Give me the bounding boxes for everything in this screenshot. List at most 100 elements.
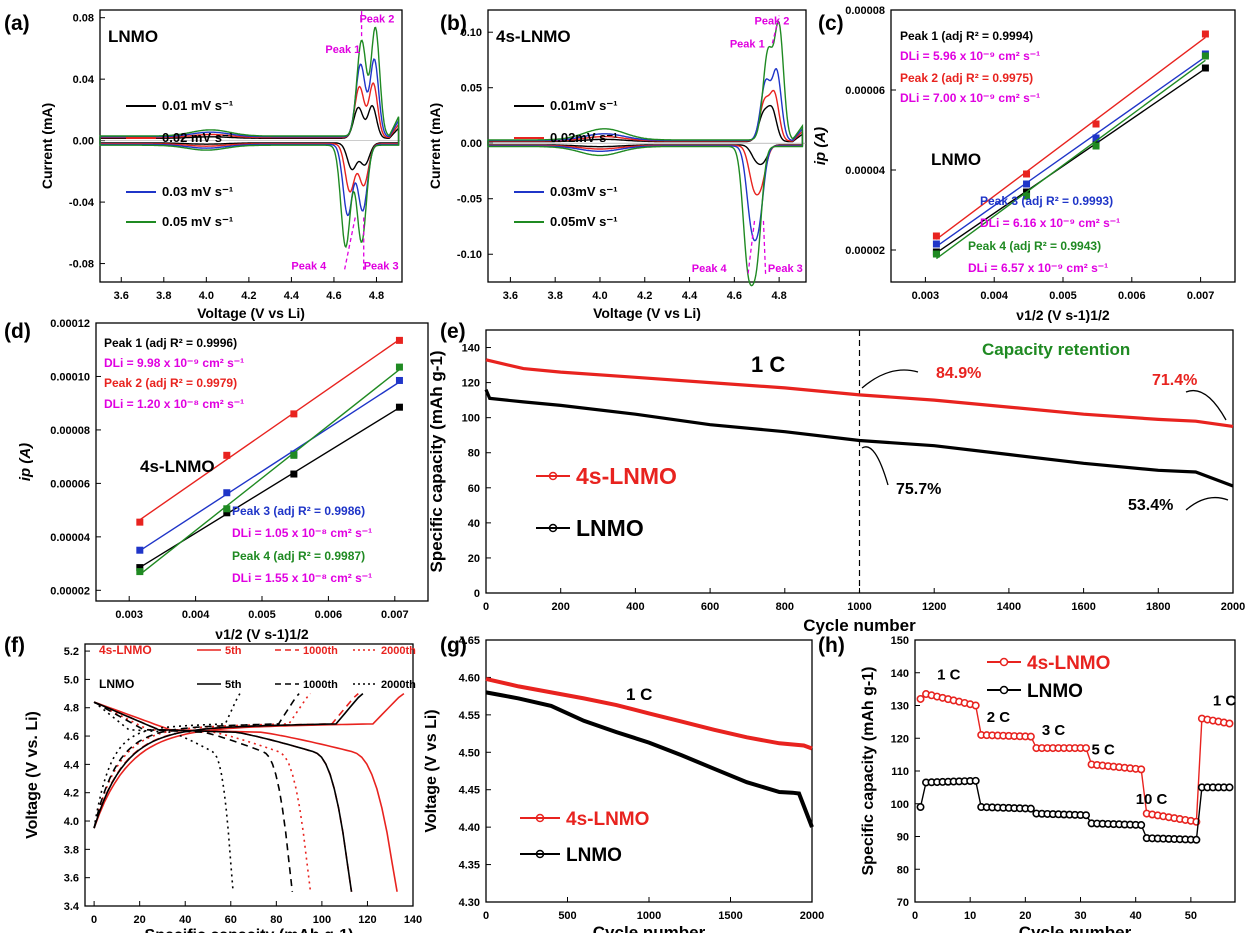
charge-curve xyxy=(93,692,405,829)
data-point xyxy=(1026,804,1035,813)
peak-label: Peak 3 xyxy=(364,261,399,273)
cv-curve xyxy=(487,20,804,287)
y-tick-label: 4.4 xyxy=(64,759,80,771)
y-tick-label: 0.00006 xyxy=(845,85,885,97)
fit-annotation: Peak 4 (adj R² = 0.9987) xyxy=(232,549,365,563)
annotation-value: 71.4% xyxy=(1152,372,1197,389)
y-axis-label: Specific capacity (mAh g-1) xyxy=(860,667,877,876)
panel-label: (e) xyxy=(440,320,466,343)
legend-label: 0.05 mV s⁻¹ xyxy=(162,214,233,229)
x-tick-label: 1000 xyxy=(847,601,871,613)
x-tick-label: 2000 xyxy=(800,910,824,922)
peak-label: Peak 4 xyxy=(291,261,327,273)
legend-label: LNMO xyxy=(576,515,644,541)
x-tick-label: 0.004 xyxy=(980,290,1008,302)
y-tick-label: 0.00006 xyxy=(50,478,90,490)
data-point xyxy=(932,250,940,258)
plot-frame xyxy=(99,9,403,283)
x-tick-label: 0 xyxy=(483,601,489,613)
y-tick-label: 4.65 xyxy=(459,635,480,647)
cv-curve xyxy=(99,26,400,249)
charge-curve xyxy=(93,693,359,829)
fit-annotation: DLi = 1.55 x 10⁻⁸ cm² s⁻¹ xyxy=(232,571,372,585)
peak-arrow xyxy=(343,217,356,270)
x-tick-label: 20 xyxy=(1019,910,1031,922)
peak-label: Peak 4 xyxy=(692,263,728,275)
x-tick-label: 3.8 xyxy=(156,290,171,302)
y-tick-label: 0.05 xyxy=(461,83,482,95)
rate-label: 3 C xyxy=(1042,722,1066,739)
data-point xyxy=(932,240,940,248)
y-axis-label: Voltage (V vs. Li) xyxy=(24,711,41,839)
charge-curve xyxy=(93,693,241,829)
annotation-title: Capacity retention xyxy=(982,340,1130,359)
panel-label: (a) xyxy=(4,12,30,35)
x-tick-label: 60 xyxy=(225,914,237,926)
panel-title: LNMO xyxy=(931,150,981,169)
data-point xyxy=(223,509,231,517)
x-tick-label: 2000 xyxy=(1221,601,1245,613)
x-axis-label: Voltage (V vs Li) xyxy=(197,305,305,321)
rate-label: 10 C xyxy=(1136,791,1168,808)
y-axis-label: ip (A) xyxy=(812,127,829,165)
x-axis-label: Specific capacity (mAh g-1) xyxy=(145,927,354,933)
x-tick-label: 1400 xyxy=(997,601,1021,613)
discharge-curve xyxy=(93,701,234,892)
fit-line xyxy=(139,339,400,521)
x-tick-label: 50 xyxy=(1185,910,1197,922)
legend-label: 0.01 mV s⁻¹ xyxy=(162,98,233,113)
data-point xyxy=(1201,64,1209,72)
x-tick-label: 500 xyxy=(558,910,576,922)
data-point xyxy=(1082,811,1091,820)
y-tick-label: 100 xyxy=(462,413,480,425)
legend-label: LNMO xyxy=(1027,681,1083,702)
x-tick-label: 0.007 xyxy=(381,609,409,621)
y-tick-label: 4.6 xyxy=(64,731,79,743)
rate-label: 2 C xyxy=(987,709,1011,726)
y-tick-label: 0.00 xyxy=(73,136,94,148)
fit-annotation: DLi = 1.20 x 10⁻⁸ cm² s⁻¹ xyxy=(104,397,244,411)
data-point xyxy=(290,470,298,478)
x-axis-label: Cycle number xyxy=(1019,923,1132,933)
fit-line xyxy=(936,56,1206,247)
legend-marker xyxy=(999,657,1009,667)
x-tick-label: 4.8 xyxy=(369,290,384,302)
data-point xyxy=(223,451,231,459)
data-point xyxy=(1201,30,1209,38)
legend-marker xyxy=(548,471,558,481)
legend-marker xyxy=(548,523,558,533)
y-tick-label: 4.40 xyxy=(459,822,480,834)
annotation-arrow xyxy=(1185,390,1227,421)
rate-panel: (h) 0 10 20 30 40 50 70 80 90 100 110 120 130 140 150 Cy… xyxy=(818,634,1236,933)
y-tick-label: -0.05 xyxy=(457,194,482,206)
panel-label: (f) xyxy=(4,634,25,657)
fit-annotation: DLi = 5.96 x 10⁻⁹ cm² s⁻¹ xyxy=(900,49,1040,63)
fit-annotation: Peak 1 (adj R² = 0.9994) xyxy=(900,29,1033,43)
x-tick-label: 4.6 xyxy=(326,290,341,302)
data-point xyxy=(916,694,925,703)
annotation-arrow xyxy=(1185,496,1229,511)
y-tick-label: 4.2 xyxy=(64,788,79,800)
rate-label: 5 C xyxy=(1092,742,1116,759)
annotation-arrow xyxy=(861,369,919,389)
legend-marker xyxy=(999,685,1009,695)
data-point xyxy=(1092,142,1100,150)
series-line xyxy=(919,780,1230,841)
x-tick-label: 4.2 xyxy=(637,290,652,302)
voltage-panel: (g) 0 500 1000 1500 2000 4.30 4.35 4.40 4.45 4.50 4… xyxy=(423,634,824,933)
x-tick-label: 0.005 xyxy=(248,609,276,621)
y-tick-label: 5.0 xyxy=(64,674,79,686)
legend-label: 4s-LNMO xyxy=(566,809,649,830)
y-tick-label: 0.00 xyxy=(461,138,482,150)
panel-label: (c) xyxy=(818,12,844,35)
data-point xyxy=(395,376,403,384)
y-tick-label: 110 xyxy=(891,766,909,778)
legend-label: 1000th xyxy=(303,679,338,691)
legend-label: 0.01mV s⁻¹ xyxy=(550,98,618,113)
fit-annotation: Peak 2 (adj R² = 0.9979) xyxy=(104,376,237,390)
y-tick-label: 4.55 xyxy=(459,710,480,722)
x-tick-label: 3.8 xyxy=(548,290,563,302)
fit-annotation: Peak 3 (adj R² = 0.9993) xyxy=(980,194,1113,208)
annotation-rate: 1 C xyxy=(626,685,652,704)
